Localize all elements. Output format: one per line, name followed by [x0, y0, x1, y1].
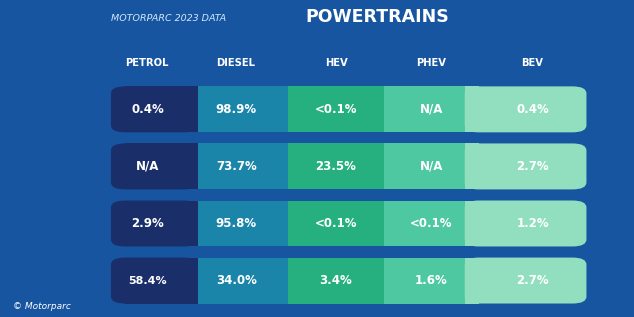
- Text: 3.4%: 3.4%: [320, 274, 353, 287]
- Text: POWERTRAINS: POWERTRAINS: [306, 8, 449, 26]
- Text: PETROL: PETROL: [126, 58, 169, 68]
- Text: PHEV: PHEV: [416, 58, 446, 68]
- Text: N/A: N/A: [136, 160, 159, 173]
- Text: 95.8%: 95.8%: [216, 217, 257, 230]
- Text: 2.9%: 2.9%: [131, 217, 164, 230]
- Text: 34.0%: 34.0%: [216, 274, 257, 287]
- FancyBboxPatch shape: [111, 201, 198, 247]
- Bar: [384, 143, 479, 190]
- Text: N/A: N/A: [420, 103, 443, 116]
- Text: 58.4%: 58.4%: [128, 275, 167, 286]
- FancyBboxPatch shape: [111, 257, 198, 304]
- Text: N/A: N/A: [420, 160, 443, 173]
- Text: 0.4%: 0.4%: [516, 103, 549, 116]
- Bar: [384, 86, 479, 133]
- Text: 73.7%: 73.7%: [216, 160, 257, 173]
- Text: <0.1%: <0.1%: [314, 103, 358, 116]
- Text: HEV: HEV: [325, 58, 347, 68]
- Bar: [288, 86, 384, 133]
- Text: DIESEL: DIESEL: [216, 58, 256, 68]
- Bar: [465, 257, 479, 304]
- FancyBboxPatch shape: [465, 257, 586, 304]
- FancyBboxPatch shape: [465, 143, 586, 190]
- FancyBboxPatch shape: [111, 86, 198, 133]
- Text: 1.6%: 1.6%: [415, 274, 448, 287]
- Text: <0.1%: <0.1%: [410, 217, 453, 230]
- Text: 2.7%: 2.7%: [516, 160, 549, 173]
- Bar: [184, 86, 288, 133]
- FancyBboxPatch shape: [465, 201, 586, 247]
- Bar: [125, 257, 198, 304]
- Text: 98.9%: 98.9%: [216, 103, 257, 116]
- Text: 2.7%: 2.7%: [516, 274, 549, 287]
- Bar: [288, 201, 384, 247]
- Text: © Motorparc: © Motorparc: [13, 302, 70, 311]
- Text: <0.1%: <0.1%: [314, 217, 358, 230]
- Text: 0.4%: 0.4%: [131, 103, 164, 116]
- Bar: [184, 257, 288, 304]
- Text: 1.2%: 1.2%: [516, 217, 549, 230]
- Bar: [288, 257, 384, 304]
- Bar: [184, 143, 288, 190]
- Bar: [465, 143, 479, 190]
- Bar: [288, 143, 384, 190]
- Bar: [125, 143, 198, 190]
- Text: 23.5%: 23.5%: [316, 160, 356, 173]
- Text: BEV: BEV: [522, 58, 543, 68]
- Text: MOTORPARC 2023 DATA: MOTORPARC 2023 DATA: [111, 14, 226, 23]
- FancyBboxPatch shape: [465, 86, 586, 133]
- Bar: [384, 201, 479, 247]
- Bar: [125, 86, 198, 133]
- Bar: [465, 86, 479, 133]
- Bar: [384, 257, 479, 304]
- Bar: [184, 201, 288, 247]
- Bar: [465, 201, 479, 247]
- Bar: [125, 201, 198, 247]
- FancyBboxPatch shape: [111, 143, 198, 190]
